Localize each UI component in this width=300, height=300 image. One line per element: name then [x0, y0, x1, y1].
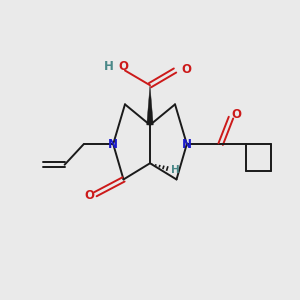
Text: O: O	[118, 60, 128, 73]
Text: H: H	[104, 60, 114, 73]
Text: H: H	[171, 165, 180, 175]
Text: N: N	[182, 138, 192, 151]
Text: O: O	[181, 62, 191, 76]
Text: N: N	[108, 138, 118, 151]
Text: O: O	[84, 189, 94, 202]
Text: O: O	[231, 108, 241, 121]
Polygon shape	[147, 85, 153, 125]
